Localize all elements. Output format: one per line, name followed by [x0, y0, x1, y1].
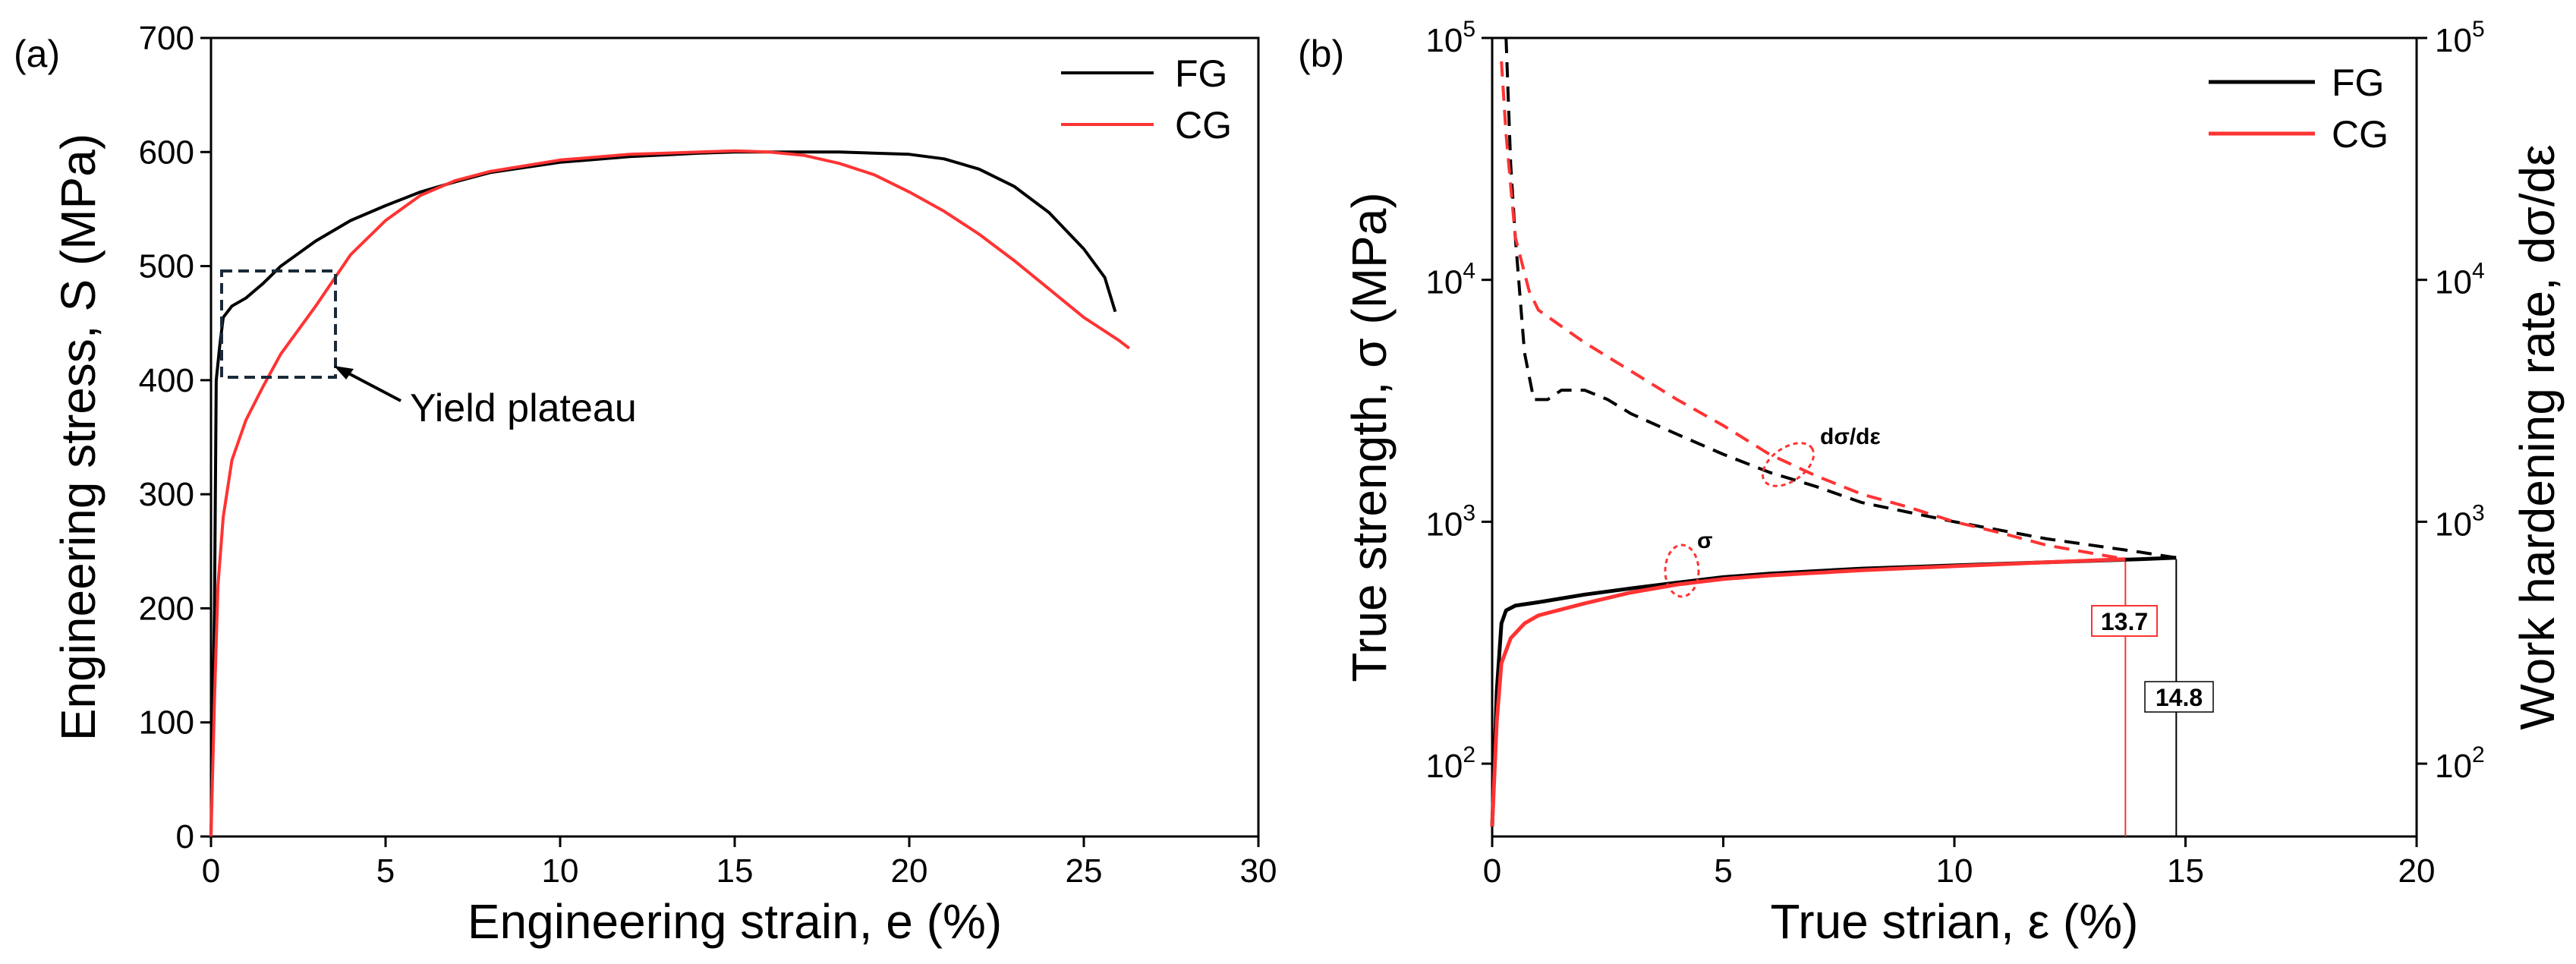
left-y-tick-label: 105: [1425, 17, 1475, 59]
uniform-elongation-cg-label: 13.7: [2101, 608, 2148, 635]
panel-b-label: (b): [1298, 33, 1344, 75]
panel-b-legend: FG CG: [2209, 61, 2389, 156]
series-line-cg-: [1490, 557, 2126, 827]
right-y-tick-exponent: 3: [2472, 500, 2485, 525]
series-line-cg-d-d-: [1500, 61, 2126, 561]
y-tick-label: 100: [139, 704, 194, 742]
panel-b-x-axis-label: True strian, ε (%): [1771, 894, 2139, 949]
panel-a-legend: FG CG: [1061, 52, 1232, 146]
series-line-fg-: [1490, 556, 2177, 827]
panel-b-x-ticks: 0 5 10 15 20: [1483, 836, 2436, 890]
y-tick-label: 500: [139, 248, 194, 285]
right-y-tick-exponent: 2: [2472, 742, 2485, 767]
uniform-elongation-fg-label: 14.8: [2156, 684, 2203, 711]
panel-a-y-ticks: 0 100 200 300 400 500 600 700: [139, 20, 211, 855]
panel-a-x-ticks: 0 5 10 15 20 25 30: [202, 836, 1277, 890]
legend-b-fg-label: FG: [2332, 61, 2384, 104]
panel-b-y-ticks: 102 102 103 103 104 104 105 105: [1425, 17, 2484, 785]
legend-b-cg-label: CG: [2332, 113, 2389, 156]
dsde-annotation: dσ/dε: [1820, 424, 1881, 449]
yield-plateau-arrow: [339, 367, 402, 402]
left-y-tick-label: 103: [1425, 500, 1475, 543]
series-line-cg: [209, 149, 1131, 837]
right-y-tick-label: 102: [2435, 742, 2485, 785]
panel-a-frame: [209, 36, 1260, 838]
x-tick-label: 30: [1240, 852, 1277, 890]
left-y-tick-exponent: 2: [1463, 742, 1475, 767]
panel-b-left-y-axis-label: True strength, σ (MPa): [1342, 192, 1397, 682]
x-tick-label: 5: [1714, 852, 1732, 890]
series-line-fg-d-d-: [1504, 37, 2177, 559]
right-y-tick-label: 103: [2435, 500, 2485, 543]
x-tick-label: 15: [716, 852, 754, 890]
x-tick-label: 20: [2398, 852, 2436, 890]
right-y-tick-label: 105: [2435, 17, 2485, 59]
y-tick-label: 200: [139, 590, 194, 627]
panel-a-x-axis-label: Engineering strain, e (%): [468, 894, 1002, 949]
left-y-tick-label: 102: [1425, 742, 1475, 785]
y-tick-label: 400: [139, 362, 194, 399]
left-y-tick-exponent: 3: [1463, 500, 1475, 525]
panel-b-frame: [1491, 36, 2418, 838]
panel-b-right-y-axis-label: Work hardening rate, dσ/dε: [2510, 144, 2565, 729]
x-tick-label: 0: [1483, 852, 1501, 890]
legend-fg-label: FG: [1175, 52, 1227, 95]
y-tick-label: 300: [139, 476, 194, 513]
sigma-annotation: σ: [1697, 528, 1713, 553]
panel-b: (b) 0 5 10 15 20 102 102 103 103 104 104 105 105 dσ…: [1298, 17, 2565, 949]
right-y-tick-exponent: 4: [2472, 259, 2485, 284]
yield-plateau-box: [220, 269, 337, 379]
legend-cg-label: CG: [1175, 104, 1232, 146]
left-y-tick-exponent: 4: [1463, 259, 1475, 284]
yield-plateau-label: Yield plateau: [410, 386, 637, 430]
yield-plateau-arrowhead: [334, 366, 354, 380]
x-tick-label: 10: [1936, 852, 1973, 890]
panel-a-y-axis-label: Engineering stress, S (MPa): [51, 134, 105, 741]
y-tick-label: 700: [139, 20, 194, 57]
panel-b-series: [1490, 37, 2177, 827]
sigma-ellipse: [1664, 543, 1700, 598]
y-tick-label: 0: [176, 818, 194, 855]
x-tick-label: 0: [202, 852, 220, 890]
uniform-elongation-fg-box: [2144, 681, 2214, 713]
uniform-elongation-cg-box: [2091, 605, 2158, 637]
x-tick-label: 15: [2167, 852, 2204, 890]
x-tick-label: 5: [376, 852, 395, 890]
right-y-tick-label: 104: [2435, 259, 2485, 301]
panel-a-label: (a): [14, 33, 60, 75]
panel-a-series: [209, 149, 1131, 837]
panel-a: (a) 0 5 10 15 20 25 30 0100200300400500600700 …: [14, 20, 1277, 949]
y-tick-label: 600: [139, 134, 194, 171]
left-y-tick-label: 104: [1425, 259, 1475, 301]
right-y-tick-exponent: 5: [2472, 17, 2485, 42]
left-y-tick-exponent: 5: [1463, 17, 1475, 42]
x-tick-label: 20: [891, 852, 928, 890]
x-tick-label: 10: [542, 852, 579, 890]
series-line-fg: [209, 150, 1117, 837]
x-tick-label: 25: [1066, 852, 1103, 890]
dsde-ellipse: [1761, 442, 1815, 487]
